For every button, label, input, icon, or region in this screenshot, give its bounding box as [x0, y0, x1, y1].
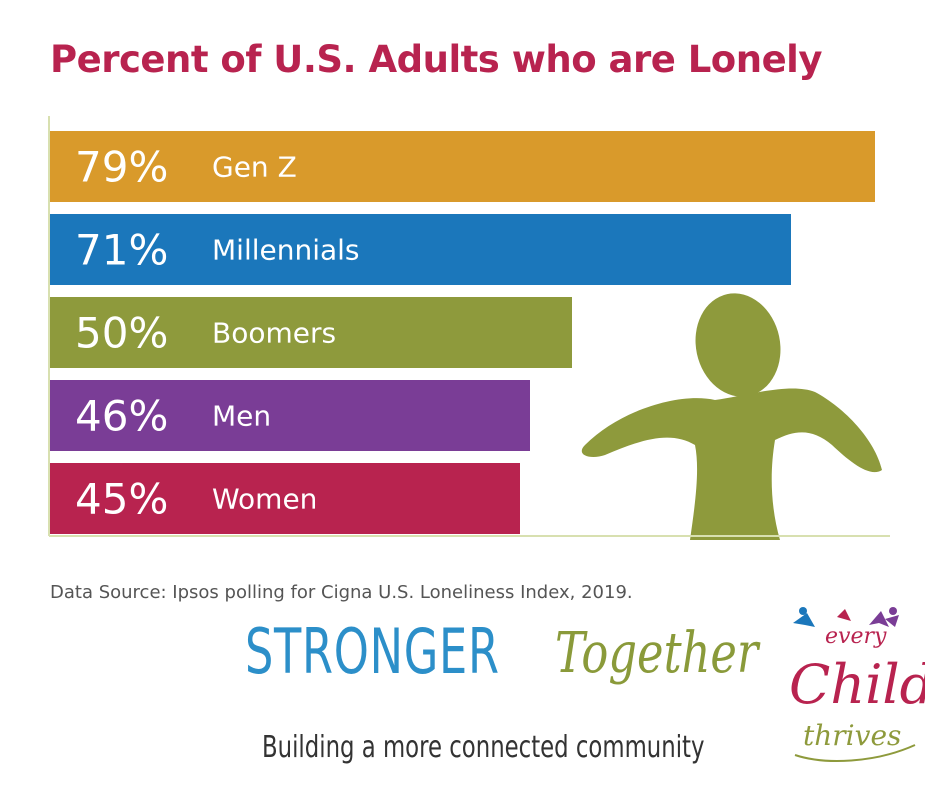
- brand-tagline: Building a more connected community: [262, 730, 705, 765]
- every-child-thrives-logo: every Child thrives: [789, 607, 925, 762]
- bar-group-millennials: 71% Millennials: [49, 214, 791, 285]
- bar-category-label-women: Women: [212, 483, 317, 516]
- bar-value-label-boomers: 50%: [75, 309, 168, 358]
- bar-value-label-millennials: 71%: [75, 226, 168, 275]
- bar-millennials: [49, 214, 791, 285]
- stronger-together-brand: STRONGER Together: [245, 615, 758, 688]
- logo-figures-icon: [793, 607, 899, 627]
- logo-child-text: Child: [789, 653, 925, 716]
- bar-value-label-gen-z: 79%: [75, 143, 168, 192]
- brand-together-text: Together: [555, 621, 759, 686]
- bar-category-label-boomers: Boomers: [212, 317, 336, 350]
- logo-every-text: every: [825, 624, 887, 649]
- bar-group-women: 45% Women: [49, 463, 520, 534]
- bar-value-label-women: 45%: [75, 475, 168, 524]
- bar-men: [49, 380, 530, 451]
- chart-title: Percent of U.S. Adults who are Lonely: [50, 38, 822, 81]
- bars-layer: 79% Gen Z 71% Millennials 50% Boomers 46% Men 45…: [49, 131, 875, 534]
- data-source-note: Data Source: Ipsos polling for Cigna U.S…: [50, 582, 633, 603]
- bar-group-gen-z: 79% Gen Z: [49, 131, 875, 202]
- logo-thrives-text: thrives: [803, 719, 901, 752]
- bar-gen-z: [49, 131, 875, 202]
- bar-group-men: 46% Men: [49, 380, 530, 451]
- brand-stronger-text: STRONGER: [245, 615, 500, 688]
- bar-boomers: [49, 297, 572, 368]
- bar-group-boomers: 50% Boomers: [49, 297, 572, 368]
- bar-category-label-millennials: Millennials: [212, 234, 360, 267]
- bar-category-label-men: Men: [212, 400, 271, 433]
- person-figure-icon: [581, 293, 882, 540]
- bar-category-label-gen-z: Gen Z: [212, 151, 297, 184]
- bar-value-label-men: 46%: [75, 392, 168, 441]
- bar-chart: 79% Gen Z 71% Millennials 50% Boomers 46% Men 45…: [48, 116, 890, 540]
- bar-women: [49, 463, 520, 534]
